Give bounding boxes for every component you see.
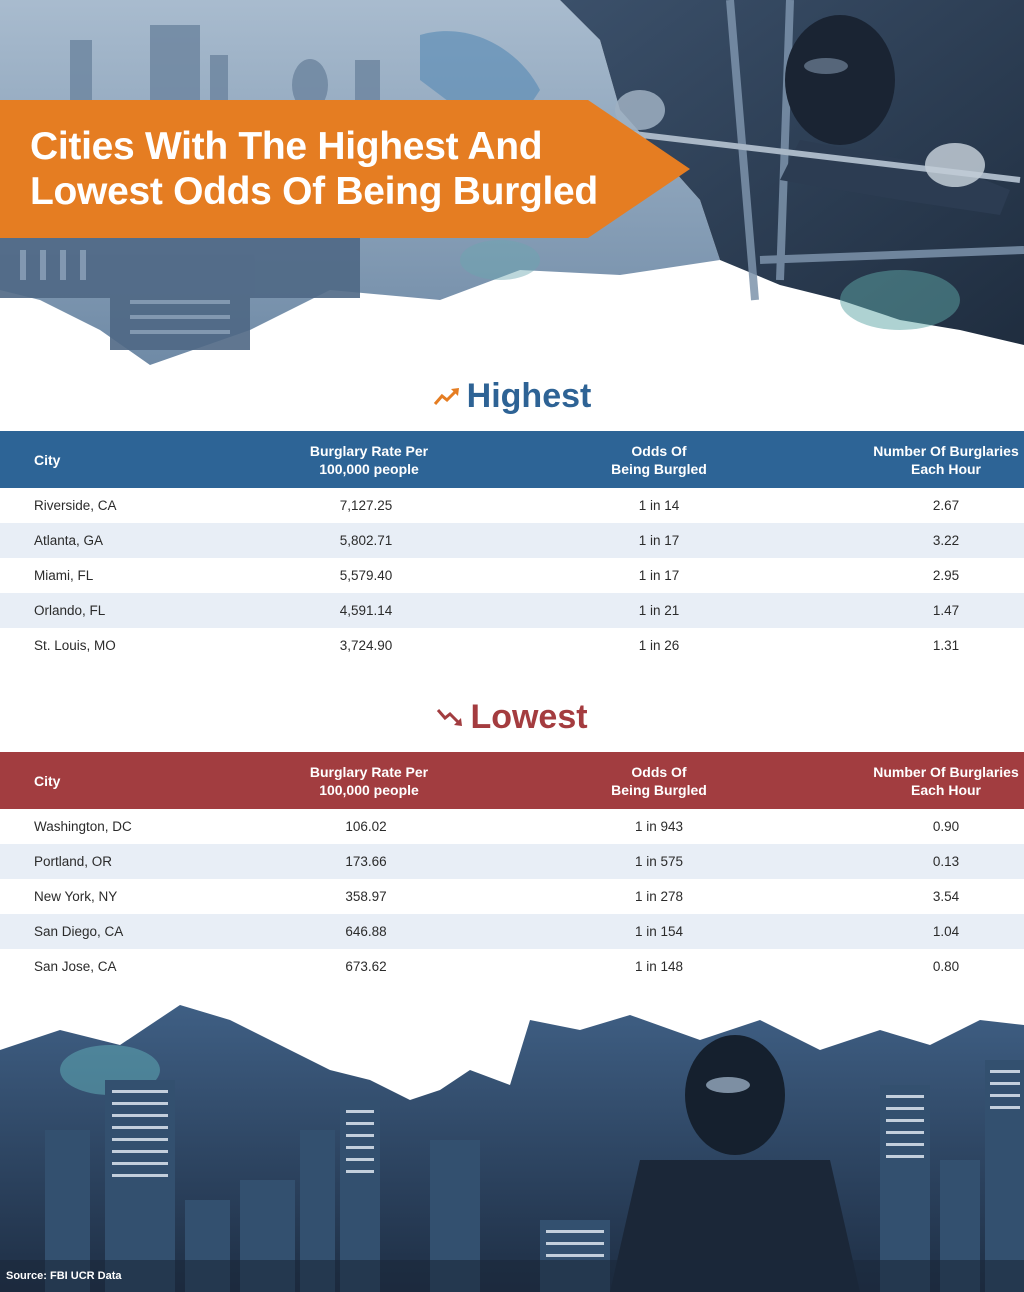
highest-heading-label: Highest: [466, 377, 592, 416]
column-header-odds: Odds Of Being Burgled: [484, 431, 834, 488]
column-header-rate: Burglary Rate Per 100,000 people: [254, 431, 484, 488]
table-header-row: City Burglary Rate Per 100,000 people Od…: [0, 752, 1024, 809]
odds-cell: 1 in 278: [634, 889, 684, 904]
city-cell: St. Louis, MO: [34, 638, 116, 653]
odds-cell: 1 in 575: [484, 844, 834, 879]
table-row: Riverside, CA 7,127.25 1 in 14 2.67: [0, 488, 1024, 523]
table-row: Washington, DC 106.02 1 in 943 0.90: [0, 809, 1024, 844]
odds-cell: 1 in 17: [638, 568, 680, 583]
title-banner: [0, 100, 690, 238]
source-note: Source: FBI UCR Data: [6, 1270, 122, 1282]
odds-cell: 1 in 148: [634, 959, 684, 974]
per-hour-cell: 3.22: [834, 523, 1024, 558]
city-cell: San Jose, CA: [34, 959, 117, 974]
lowest-table: City Burglary Rate Per 100,000 people Od…: [0, 752, 1024, 984]
trend-up-icon: [433, 388, 459, 406]
column-header-city: City: [0, 431, 254, 488]
column-header-per-hour-line-1: Number Of Burglaries: [873, 763, 1019, 780]
highest-heading: Highest: [0, 374, 1024, 416]
table-row: San Jose, CA 673.62 1 in 148 0.80: [0, 949, 1024, 984]
page-title-line-2: Lowest Odds Of Being Burgled: [30, 170, 598, 213]
table-row: San Diego, CA 646.88 1 in 154 1.04: [0, 914, 1024, 949]
table-row: Portland, OR 173.66 1 in 575 0.13: [0, 844, 1024, 879]
column-header-rate-line-2: 100,000 people: [319, 781, 419, 798]
header-illustration: [0, 0, 1024, 365]
table-row: Atlanta, GA 5,802.71 1 in 17 3.22: [0, 523, 1024, 558]
column-header-rate-line-2: 100,000 people: [319, 460, 419, 477]
per-hour-cell: 0.90: [932, 819, 960, 834]
page-title-line-1: Cities With The Highest And: [30, 125, 543, 168]
rate-cell: 5,579.40: [339, 568, 393, 583]
column-header-per-hour: Number Of Burglaries Each Hour: [834, 752, 1024, 809]
odds-cell: 1 in 14: [638, 498, 680, 513]
table-row: New York, NY 358.97 1 in 278 3.54: [0, 879, 1024, 914]
highest-table: City Burglary Rate Per 100,000 people Od…: [0, 431, 1024, 663]
per-hour-cell: 2.67: [932, 498, 960, 513]
rate-cell: 7,127.25: [339, 498, 393, 513]
table-row: Orlando, FL 4,591.14 1 in 21 1.47: [0, 593, 1024, 628]
rate-cell: 173.66: [254, 844, 484, 879]
column-header-rate: Burglary Rate Per 100,000 people: [254, 752, 484, 809]
column-header-per-hour-line-2: Each Hour: [910, 460, 981, 477]
column-header-per-hour-line-1: Number Of Burglaries: [873, 442, 1019, 459]
odds-cell: 1 in 943: [634, 819, 684, 834]
column-header-rate-line-1: Burglary Rate Per: [309, 763, 429, 780]
city-cell: San Diego, CA: [0, 914, 254, 949]
city-cell: Orlando, FL: [0, 593, 254, 628]
per-hour-cell: 3.54: [932, 889, 960, 904]
odds-cell: 1 in 154: [484, 914, 834, 949]
lowest-heading-label: Lowest: [470, 698, 588, 737]
city-cell: Portland, OR: [0, 844, 254, 879]
per-hour-cell: 1.47: [834, 593, 1024, 628]
rate-cell: 358.97: [345, 889, 387, 904]
odds-cell: 1 in 21: [484, 593, 834, 628]
page-title: Cities With The Highest And Lowest Odds …: [30, 124, 650, 214]
column-header-per-hour-line-2: Each Hour: [910, 781, 981, 798]
column-header-city: City: [0, 752, 254, 809]
column-header-odds-line-1: Odds Of: [631, 442, 687, 459]
lowest-heading: Lowest: [0, 695, 1024, 737]
odds-cell: 1 in 26: [638, 638, 680, 653]
trend-down-icon: [437, 709, 463, 727]
city-cell: Washington, DC: [34, 819, 132, 834]
column-header-odds-line-2: Being Burgled: [611, 781, 707, 798]
city-cell: Riverside, CA: [34, 498, 117, 513]
city-cell: Miami, FL: [34, 568, 94, 583]
column-header-per-hour: Number Of Burglaries Each Hour: [834, 431, 1024, 488]
rate-cell: 673.62: [345, 959, 387, 974]
per-hour-cell: 0.13: [834, 844, 1024, 879]
rate-cell: 4,591.14: [254, 593, 484, 628]
rate-cell: 646.88: [254, 914, 484, 949]
column-header-odds-line-2: Being Burgled: [611, 460, 707, 477]
column-header-odds: Odds Of Being Burgled: [484, 752, 834, 809]
table-row: Miami, FL 5,579.40 1 in 17 2.95: [0, 558, 1024, 593]
odds-cell: 1 in 17: [484, 523, 834, 558]
per-hour-cell: 0.80: [932, 959, 960, 974]
footer-illustration: [0, 1005, 1024, 1292]
column-header-rate-line-1: Burglary Rate Per: [309, 442, 429, 459]
per-hour-cell: 1.04: [834, 914, 1024, 949]
city-cell: New York, NY: [34, 889, 118, 904]
table-header-row: City Burglary Rate Per 100,000 people Od…: [0, 431, 1024, 488]
rate-cell: 106.02: [345, 819, 387, 834]
per-hour-cell: 1.31: [932, 638, 960, 653]
rate-cell: 5,802.71: [254, 523, 484, 558]
rate-cell: 3,724.90: [339, 638, 393, 653]
table-row: St. Louis, MO 3,724.90 1 in 26 1.31: [0, 628, 1024, 663]
column-header-odds-line-1: Odds Of: [631, 763, 687, 780]
per-hour-cell: 2.95: [932, 568, 960, 583]
city-cell: Atlanta, GA: [0, 523, 254, 558]
